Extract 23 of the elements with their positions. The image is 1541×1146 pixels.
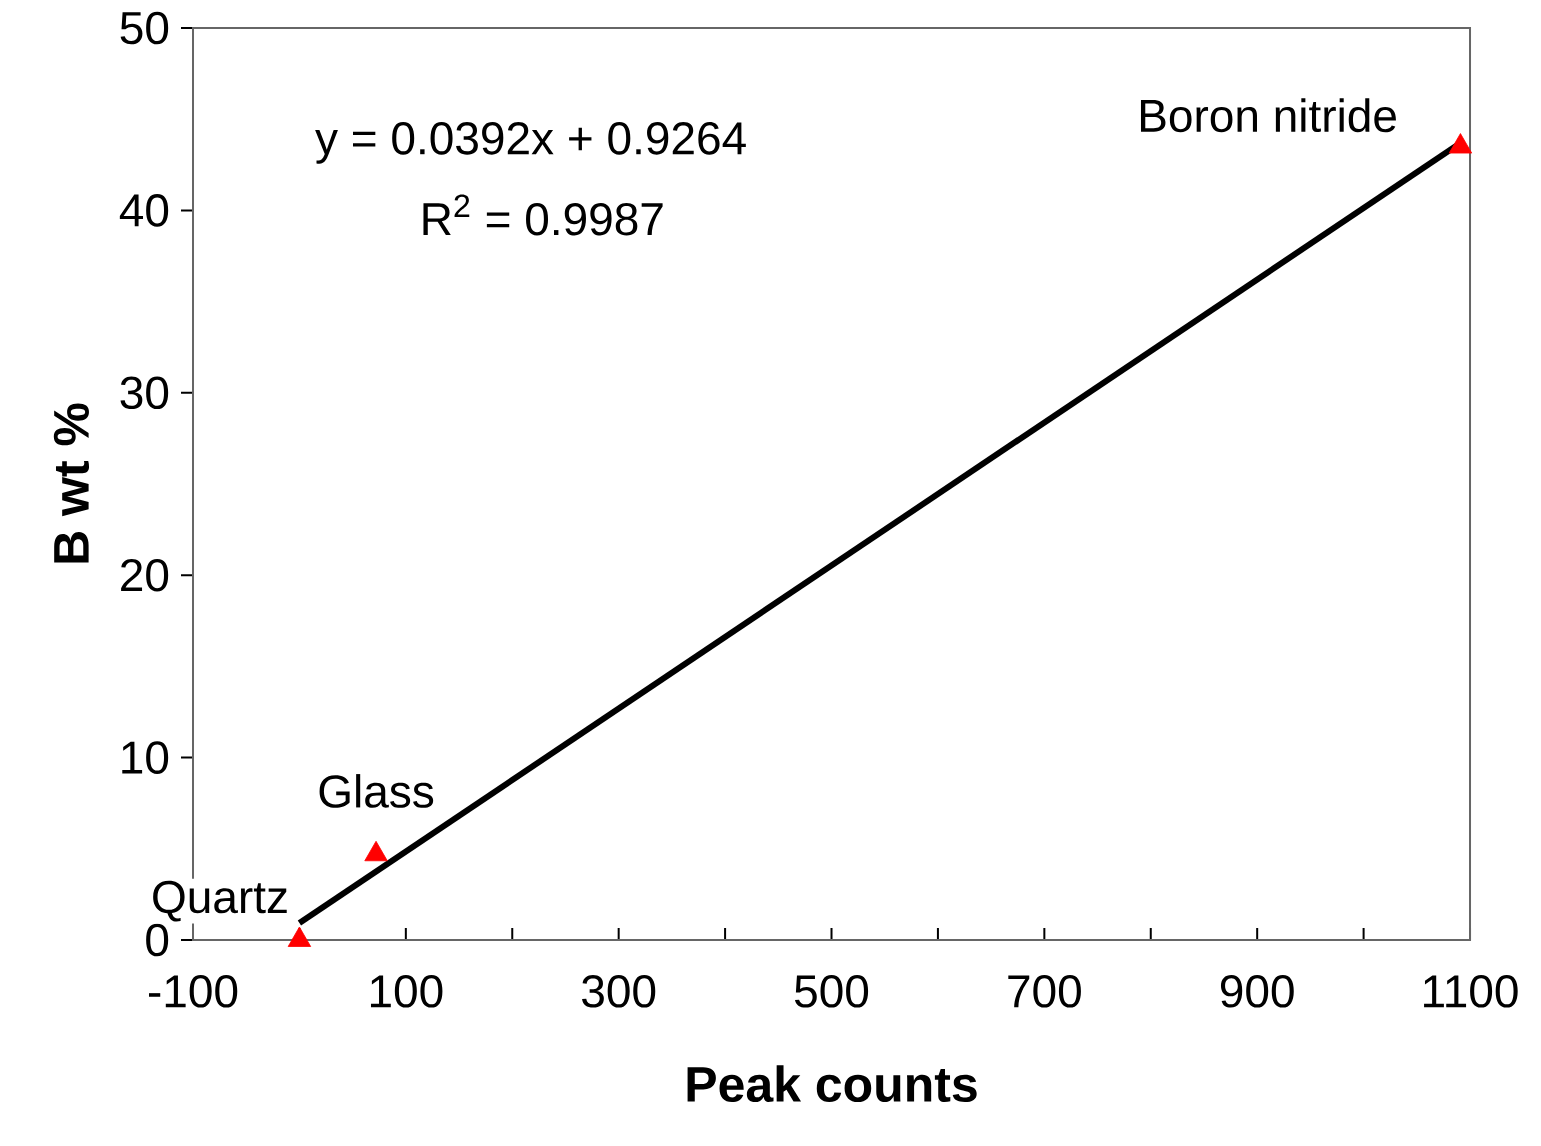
annotation: Quartz [153, 880, 287, 922]
y-tick-label: 50 [120, 11, 169, 45]
y-axis-title: B wt % [53, 403, 90, 563]
x-tick-label: 1100 [1424, 975, 1518, 1008]
point [364, 840, 388, 862]
x-tick-label: 900 [1220, 975, 1294, 1008]
annotation: y = 0.0392x + 0.9264 [315, 122, 746, 164]
x-axis-title: Peak counts [687, 1065, 977, 1103]
point [287, 926, 312, 947]
annotation: R$^{2}$ = 0.9987 [423, 194, 663, 236]
x-tick-label: 300 [582, 975, 656, 1008]
x-tick-label: 700 [1008, 975, 1081, 1008]
y-tick-label: 10 [122, 741, 169, 774]
annotation: Glass [319, 774, 434, 808]
x-tick-label: -100 [149, 975, 238, 1008]
annotation: Boron nitride [1140, 98, 1396, 133]
y-tick-label: 40 [119, 194, 169, 227]
y-tick-label: 0 [146, 923, 169, 957]
y-tick-label: 20 [121, 558, 169, 592]
y-tick-label: 30 [120, 376, 169, 410]
point [1448, 133, 1473, 154]
x-tick-label: 100 [370, 975, 443, 1008]
x-tick-label: 500 [794, 975, 869, 1008]
